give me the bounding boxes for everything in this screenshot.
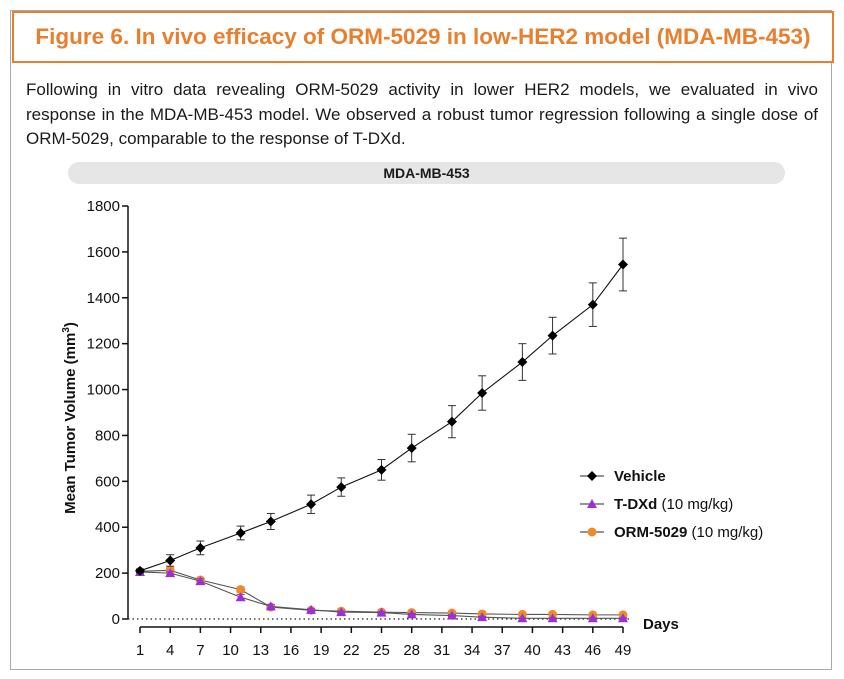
x-tick-label: 16 bbox=[283, 642, 300, 659]
series-vehicle bbox=[135, 237, 628, 576]
data-point bbox=[336, 607, 347, 617]
figure-header: Figure 6. In vivo efficacy of ORM-5029 i… bbox=[12, 11, 834, 63]
data-point bbox=[517, 613, 528, 623]
y-tick-label: 1800 bbox=[87, 198, 120, 215]
y-axis-title-main: Mean Tumor Volume (mm bbox=[62, 333, 79, 514]
x-axis-title: Days bbox=[643, 616, 679, 633]
x-tick-label: 28 bbox=[403, 642, 420, 659]
data-point bbox=[165, 555, 176, 566]
y-tick-label: 600 bbox=[95, 473, 120, 490]
data-point bbox=[376, 607, 387, 617]
figure-title: Figure 6. In vivo efficacy of ORM-5029 i… bbox=[35, 24, 811, 49]
legend-series-name: T-DXd bbox=[614, 496, 657, 513]
y-tick-label: 1000 bbox=[87, 382, 120, 399]
x-tick-label: 4 bbox=[166, 642, 174, 659]
legend-marker bbox=[587, 471, 597, 481]
legend-entry: Vehicle bbox=[580, 468, 666, 485]
x-tick-label: 7 bbox=[196, 642, 204, 659]
x-tick-label: 49 bbox=[615, 642, 632, 659]
legend-series-name: ORM-5029 bbox=[614, 524, 687, 541]
legend-entry: ORM-5029 (10 mg/kg) bbox=[580, 524, 763, 541]
y-axis-title-close: ) bbox=[62, 322, 79, 327]
legend-label: Vehicle bbox=[614, 468, 666, 485]
y-tick-label: 800 bbox=[95, 427, 120, 444]
x-tick-label: 37 bbox=[494, 642, 511, 659]
x-tick-label: 40 bbox=[524, 642, 541, 659]
y-tick-label: 400 bbox=[95, 519, 120, 536]
data-point bbox=[235, 592, 246, 602]
x-tick-label: 13 bbox=[252, 642, 269, 659]
data-point bbox=[517, 357, 528, 368]
data-point bbox=[236, 585, 246, 595]
x-tick-label: 19 bbox=[313, 642, 330, 659]
data-point bbox=[446, 610, 457, 620]
y-tick-label: 0 bbox=[112, 611, 120, 628]
series-line bbox=[139, 264, 624, 572]
series-layer bbox=[135, 237, 628, 623]
legend-entry: T-DXd (10 mg/kg) bbox=[580, 496, 733, 513]
y-axis-title-sup: 3 bbox=[61, 327, 72, 333]
legend-label: T-DXd (10 mg/kg) bbox=[614, 496, 733, 513]
data-point bbox=[477, 612, 488, 622]
x-tick-label: 1 bbox=[136, 642, 144, 659]
data-point bbox=[265, 601, 276, 611]
data-point bbox=[587, 299, 598, 310]
data-point bbox=[406, 609, 417, 619]
legend-series-dose: (10 mg/kg) bbox=[687, 524, 763, 541]
legend-label: ORM-5029 (10 mg/kg) bbox=[614, 524, 763, 541]
data-point bbox=[165, 568, 176, 578]
y-tick-label: 1400 bbox=[87, 290, 120, 307]
legend-marker bbox=[587, 499, 597, 508]
x-tick-label: 43 bbox=[554, 642, 571, 659]
data-point bbox=[195, 576, 206, 586]
data-point bbox=[306, 499, 317, 510]
axes-layer: 0 200 400 600 800 1000 1200 1400 1600 1800 1 4 7 10 13… bbox=[87, 198, 632, 659]
data-point bbox=[406, 443, 417, 454]
y-axis-title: Mean Tumor Volume (mm3) bbox=[61, 322, 79, 514]
data-point bbox=[265, 516, 276, 527]
data-point bbox=[477, 387, 488, 398]
data-point bbox=[446, 416, 457, 427]
data-point bbox=[135, 565, 145, 576]
y-tick-label: 1200 bbox=[87, 336, 120, 353]
x-tick-label: 31 bbox=[434, 642, 451, 659]
data-point bbox=[618, 613, 628, 623]
figure-frame bbox=[10, 10, 832, 670]
x-tick-label: 25 bbox=[373, 642, 390, 659]
data-point bbox=[306, 604, 317, 614]
data-point bbox=[587, 613, 598, 623]
x-tick-label: 10 bbox=[222, 642, 239, 659]
y-tick-label: 200 bbox=[95, 565, 120, 582]
panel-header: MDA-MB-453 bbox=[68, 162, 785, 184]
data-point bbox=[376, 464, 387, 475]
x-tick-label: 46 bbox=[584, 642, 601, 659]
data-point bbox=[547, 613, 558, 623]
legend-series-name: Vehicle bbox=[614, 468, 666, 485]
legend-series-dose: (10 mg/kg) bbox=[657, 496, 733, 513]
data-point bbox=[547, 330, 558, 341]
data-point bbox=[336, 482, 347, 493]
x-tick-label: 22 bbox=[343, 642, 360, 659]
figure-description: Following in vitro data revealing ORM-50… bbox=[26, 80, 818, 148]
x-tick-label: 34 bbox=[464, 642, 481, 659]
y-tick-label: 1600 bbox=[87, 244, 120, 261]
panel-label: MDA-MB-453 bbox=[383, 165, 470, 181]
data-point bbox=[235, 527, 246, 538]
data-point bbox=[195, 542, 206, 553]
legend-marker bbox=[587, 527, 597, 537]
data-point bbox=[618, 259, 628, 270]
